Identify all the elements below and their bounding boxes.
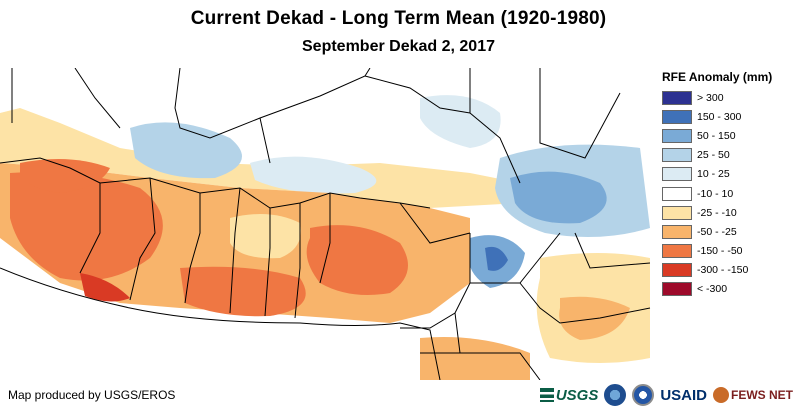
coastline — [0, 267, 441, 380]
usgs-logo-text: USGS — [555, 386, 599, 404]
legend-label: 50 - 150 — [697, 129, 736, 142]
gabon-congo-dry — [420, 337, 530, 380]
map-credit: Map produced by USGS/EROS — [8, 388, 176, 402]
legend-swatch — [662, 167, 692, 182]
fews-net-logo: FEWS NET — [713, 387, 793, 403]
legend-swatch — [662, 205, 692, 220]
legend-item: -50 - -25 — [662, 222, 794, 241]
central-light-zone — [230, 214, 301, 259]
cameroon-wet-core — [485, 246, 508, 271]
legend-item: -25 - -10 — [662, 203, 794, 222]
legend-item: -300 - -150 — [662, 261, 794, 280]
country-boundaries — [0, 68, 651, 380]
legend-swatch — [662, 244, 692, 259]
legend-item: 50 - 150 — [662, 126, 794, 145]
legend-swatch — [662, 224, 692, 239]
legend-label: -300 - -150 — [697, 264, 749, 277]
legend-item: -10 - 10 — [662, 184, 794, 203]
map-subtitle: September Dekad 2, 2017 — [302, 38, 495, 55]
rainfall-anomaly-map — [0, 68, 655, 380]
fews-logo-text: FEWS NET — [731, 388, 793, 402]
legend-item: 25 - 50 — [662, 146, 794, 165]
fews-globe-icon — [713, 387, 729, 403]
coastal-dry-belt — [180, 266, 306, 317]
legend-label: 150 - 300 — [697, 110, 742, 123]
nasa-logo-icon — [632, 384, 655, 406]
legend-swatch — [662, 282, 692, 297]
legend-item: 150 - 300 — [662, 107, 794, 126]
sahel-wet-patch-niger — [250, 156, 377, 194]
legend-swatch — [662, 186, 692, 201]
legend-item: < -300 — [662, 280, 794, 299]
usaid-logo-text: USAID — [660, 386, 707, 404]
legend-swatch — [662, 109, 692, 124]
legend-label: > 300 — [697, 91, 724, 104]
legend-swatch — [662, 263, 692, 278]
map-title: Current Dekad - Long Term Mean (1920-198… — [190, 8, 607, 29]
legend-label: 10 - 25 — [697, 168, 730, 181]
legend-label: -150 - -50 — [697, 245, 743, 258]
gulf-of-guinea — [0, 268, 400, 380]
legend-item: 10 - 25 — [662, 165, 794, 184]
guinea-very-dry — [10, 172, 163, 281]
chad-wetter-core — [510, 171, 607, 224]
legend-label: -10 - 10 — [697, 187, 734, 200]
legend-label: -50 - -25 — [697, 225, 737, 238]
legend-label: 25 - 50 — [697, 149, 730, 162]
senegal-very-dry — [20, 159, 110, 193]
legend-swatch — [662, 148, 692, 163]
legend-item: > 300 — [662, 88, 794, 107]
legend-label: < -300 — [697, 283, 728, 296]
legend-swatch — [662, 128, 692, 143]
legend-title: RFE Anomaly (mm) — [662, 70, 773, 84]
usaid-logo: USAID — [660, 387, 707, 404]
nigeria-very-dry — [306, 225, 408, 296]
sahel-light-band — [0, 108, 520, 208]
liberia-dry — [80, 273, 130, 302]
noaa-logo-icon — [604, 384, 627, 406]
agency-logos: USGS USAID FEWS NET — [539, 380, 793, 410]
legend-label: -25 - -10 — [697, 206, 737, 219]
usgs-wave-icon — [539, 388, 554, 402]
legend-swatch — [662, 90, 692, 105]
legend-item: -150 - -50 — [662, 242, 794, 261]
usgs-logo: USGS — [539, 386, 599, 404]
legend: RFE Anomaly (mm) > 300 150 - 300 50 - 150 2… — [662, 70, 794, 299]
